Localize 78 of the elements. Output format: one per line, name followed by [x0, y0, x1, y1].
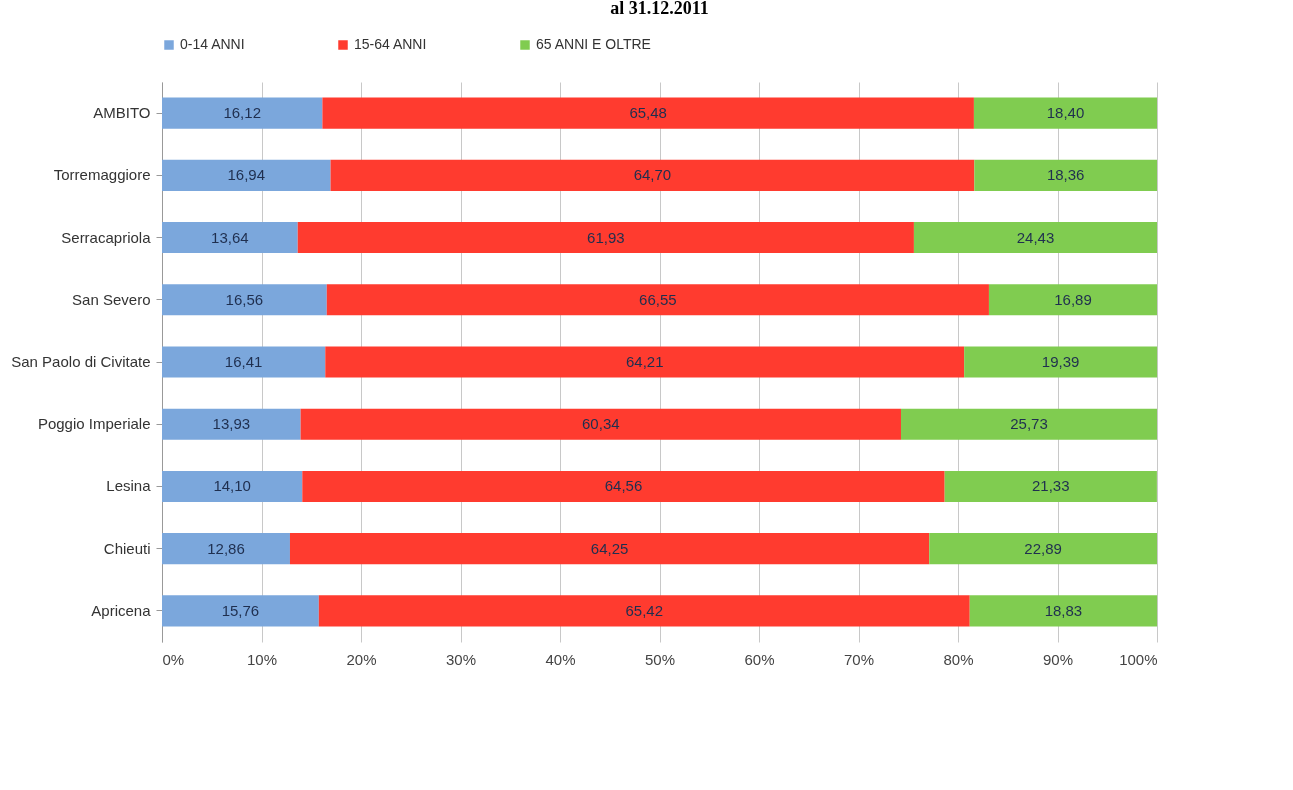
bar	[973, 97, 1157, 129]
data-label: 13,93	[212, 415, 251, 433]
bar	[162, 533, 290, 565]
data-label: 22,89	[1024, 539, 1062, 557]
x-tick-label: 30%	[445, 650, 477, 668]
data-label: 16,41	[224, 353, 263, 370]
bar	[900, 408, 1157, 440]
x-tick-label: 60%	[744, 650, 775, 668]
x-tick-label: 80%	[943, 650, 974, 668]
bar	[162, 346, 326, 378]
data-label: 25,73	[1010, 415, 1048, 433]
bar	[318, 595, 970, 627]
data-label: 64,25	[590, 539, 629, 557]
data-label: 16,89	[1054, 290, 1092, 308]
data-label: 16,56	[225, 290, 264, 308]
y-tick-label: Poggio Imperiale	[37, 415, 151, 433]
bar	[969, 595, 1158, 627]
y-tick-label: Torremaggiore	[53, 166, 151, 184]
legend-label: 0-14 ANNI	[180, 36, 245, 52]
data-label: 64,70	[633, 166, 672, 184]
bar	[162, 284, 327, 316]
bar	[162, 159, 331, 191]
bar	[944, 470, 1157, 502]
bar	[974, 159, 1157, 191]
y-tick-label: San Paolo di Civitate	[11, 353, 151, 370]
bar	[913, 222, 1157, 254]
bar	[162, 595, 319, 627]
y-tick-label: AMBITO	[93, 104, 151, 122]
x-tick-label: 100%	[1119, 650, 1158, 668]
x-tick-label: 70%	[843, 650, 875, 668]
data-label: 12,86	[207, 539, 245, 557]
bar	[162, 470, 303, 502]
data-label: 15,76	[221, 601, 260, 619]
data-label: 18,83	[1044, 601, 1083, 619]
x-tick-label: 20%	[346, 650, 377, 668]
data-label: 65,48	[629, 104, 667, 122]
bar	[162, 222, 298, 254]
data-label: 19,39	[1041, 353, 1080, 370]
data-label: 16,94	[227, 166, 266, 184]
data-label: 64,56	[604, 477, 643, 495]
bar	[929, 533, 1157, 565]
y-tick-label: Chieuti	[103, 539, 151, 557]
x-tick-label: 90%	[1042, 650, 1074, 668]
bar	[297, 222, 914, 254]
legend-label: 65 ANNI E OLTRE	[536, 36, 651, 52]
bar	[289, 533, 930, 565]
data-label: 24,43	[1016, 228, 1055, 246]
data-label: 18,40	[1046, 104, 1085, 122]
x-tick-label: 10%	[246, 650, 278, 668]
x-tick-label: 50%	[644, 650, 676, 668]
data-label: 65,42	[625, 601, 664, 619]
x-tick-label: 0%	[162, 650, 185, 668]
y-tick-label: Serracapriola	[61, 228, 152, 246]
data-label: 60,34	[582, 415, 620, 433]
data-label: 18,36	[1046, 166, 1085, 184]
bar	[162, 97, 323, 129]
bar	[325, 346, 965, 378]
legend-label: 15-64 ANNI	[354, 36, 427, 52]
bar	[322, 97, 974, 129]
bar	[162, 408, 301, 440]
data-label: 13,64	[211, 228, 249, 246]
data-label: 21,33	[1032, 477, 1070, 495]
y-tick-label: Lesina	[106, 477, 152, 495]
y-tick-label: San Severo	[72, 290, 151, 308]
data-label: 66,55	[639, 290, 677, 308]
data-label: 16,12	[223, 104, 261, 122]
x-tick-label: 40%	[545, 650, 576, 668]
data-label: 14,10	[213, 477, 251, 495]
bar	[988, 284, 1157, 316]
chart-title: al 31.12.2011	[610, 0, 709, 18]
bar	[326, 284, 989, 316]
data-label: 64,21	[625, 353, 664, 370]
bar	[330, 159, 975, 191]
bar	[964, 346, 1158, 378]
bar	[302, 470, 945, 502]
y-tick-label: Apricena	[91, 601, 152, 619]
bar	[300, 408, 901, 440]
data-label: 61,93	[587, 228, 625, 246]
